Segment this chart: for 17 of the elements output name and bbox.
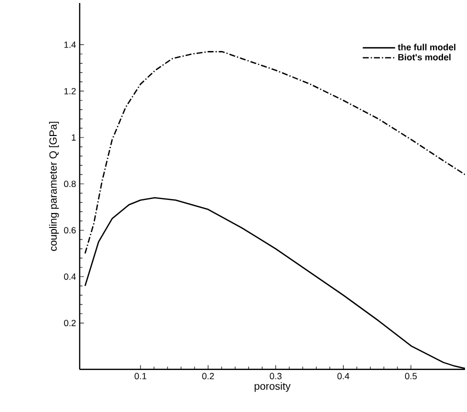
y-tick-label: 1 (72, 134, 76, 140)
legend-label: Biot's model (398, 54, 450, 60)
x-tick-label: 0.4 (337, 372, 350, 380)
x-tick-label: 0.3 (270, 372, 282, 380)
y-tick-label: 0.4 (64, 273, 76, 280)
x-tick-label: 0.2 (202, 372, 214, 380)
line-series (84, 50, 465, 254)
y-tick-label: 0.6 (64, 226, 76, 234)
legend-label: the full model (398, 44, 456, 50)
x-tick-label: 0.5 (405, 372, 417, 380)
x-tick-label: 0.1 (134, 372, 146, 380)
y-tick-label: 0.2 (64, 320, 76, 326)
y-tick-label: 1.4 (64, 42, 76, 48)
x-axis-title: porosity (254, 382, 291, 392)
y-tick-label: 0.8 (64, 180, 76, 187)
y-tick-label: 1.2 (64, 88, 76, 94)
y-axis-title: coupling parameter Q [GPa] (49, 122, 59, 251)
